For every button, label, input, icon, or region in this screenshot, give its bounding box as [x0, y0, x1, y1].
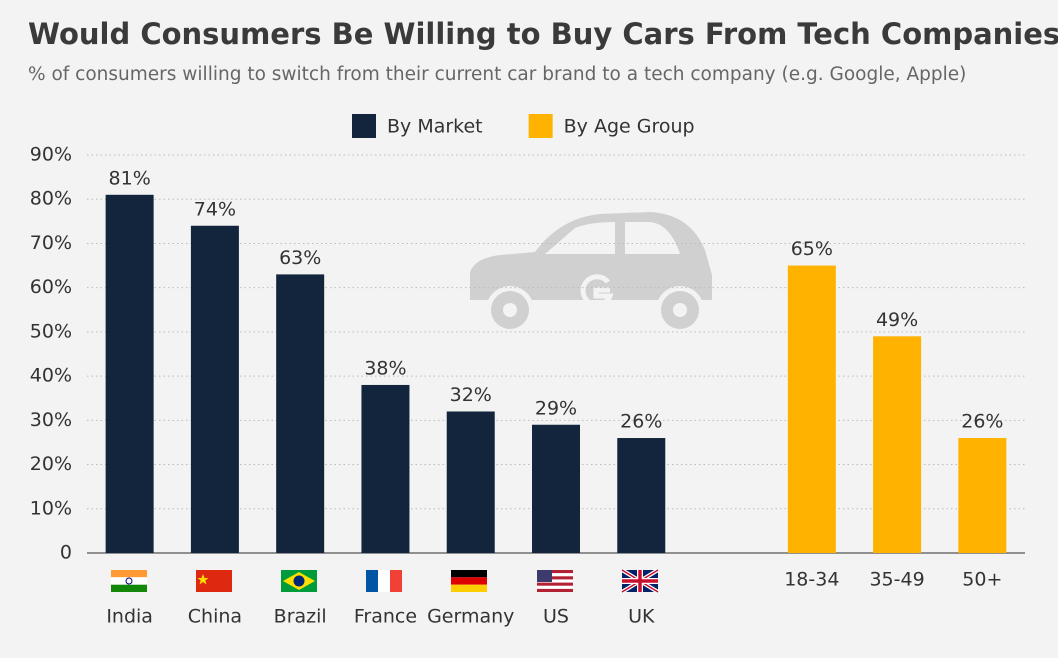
value-label: 74% — [194, 198, 236, 220]
x-tick-label: 35-49 — [869, 569, 924, 591]
legend-label: By Market — [387, 116, 483, 138]
value-label: 63% — [279, 247, 321, 269]
legend-swatch — [528, 114, 553, 138]
bar — [190, 225, 239, 553]
bar — [617, 438, 666, 553]
y-tick-label: 10% — [30, 497, 72, 519]
y-tick-label: 50% — [30, 320, 72, 342]
value-label: 49% — [876, 309, 918, 331]
car-icon — [470, 212, 712, 334]
x-tick-label: UK — [628, 606, 655, 628]
chart-title: Would Consumers Be Willing to Buy Cars F… — [28, 17, 1058, 51]
bar — [532, 424, 580, 553]
value-label: 29% — [535, 397, 577, 419]
value-label: 26% — [620, 411, 662, 433]
bar — [105, 194, 154, 554]
x-tick-label: 50+ — [962, 569, 1002, 591]
y-tick-label: 70% — [30, 232, 72, 254]
x-tick-label: Brazil — [274, 606, 327, 628]
x-tick-label: France — [354, 606, 417, 628]
y-tick-label: 60% — [30, 276, 72, 298]
y-tick-label: 30% — [30, 409, 72, 431]
value-label: 32% — [450, 384, 492, 406]
bar — [787, 265, 836, 553]
flags — [111, 568, 660, 594]
y-tick-label: 0 — [60, 542, 72, 564]
bar — [361, 384, 410, 553]
y-tick-label: 80% — [30, 188, 72, 210]
value-label: 26% — [961, 411, 1003, 433]
value-label: 65% — [791, 238, 833, 260]
chart-subtitle: % of consumers willing to switch from th… — [28, 64, 966, 85]
legend-label: By Age Group — [564, 116, 695, 138]
bar — [276, 274, 325, 553]
y-tick-label: 40% — [30, 365, 72, 387]
x-tick-label: China — [188, 606, 242, 628]
bar — [446, 411, 495, 553]
y-tick-label: 90% — [30, 144, 72, 166]
x-tick-label: Germany — [427, 606, 514, 628]
legend-swatch — [352, 114, 376, 138]
bar — [958, 438, 1007, 553]
y-tick-label: 20% — [30, 453, 72, 475]
x-tick-label: India — [106, 606, 153, 628]
value-label: 81% — [109, 167, 151, 189]
bar — [873, 336, 922, 553]
value-label: 38% — [364, 357, 406, 379]
x-tick-label: 18-34 — [784, 569, 839, 591]
x-tick-label: US — [543, 606, 569, 628]
